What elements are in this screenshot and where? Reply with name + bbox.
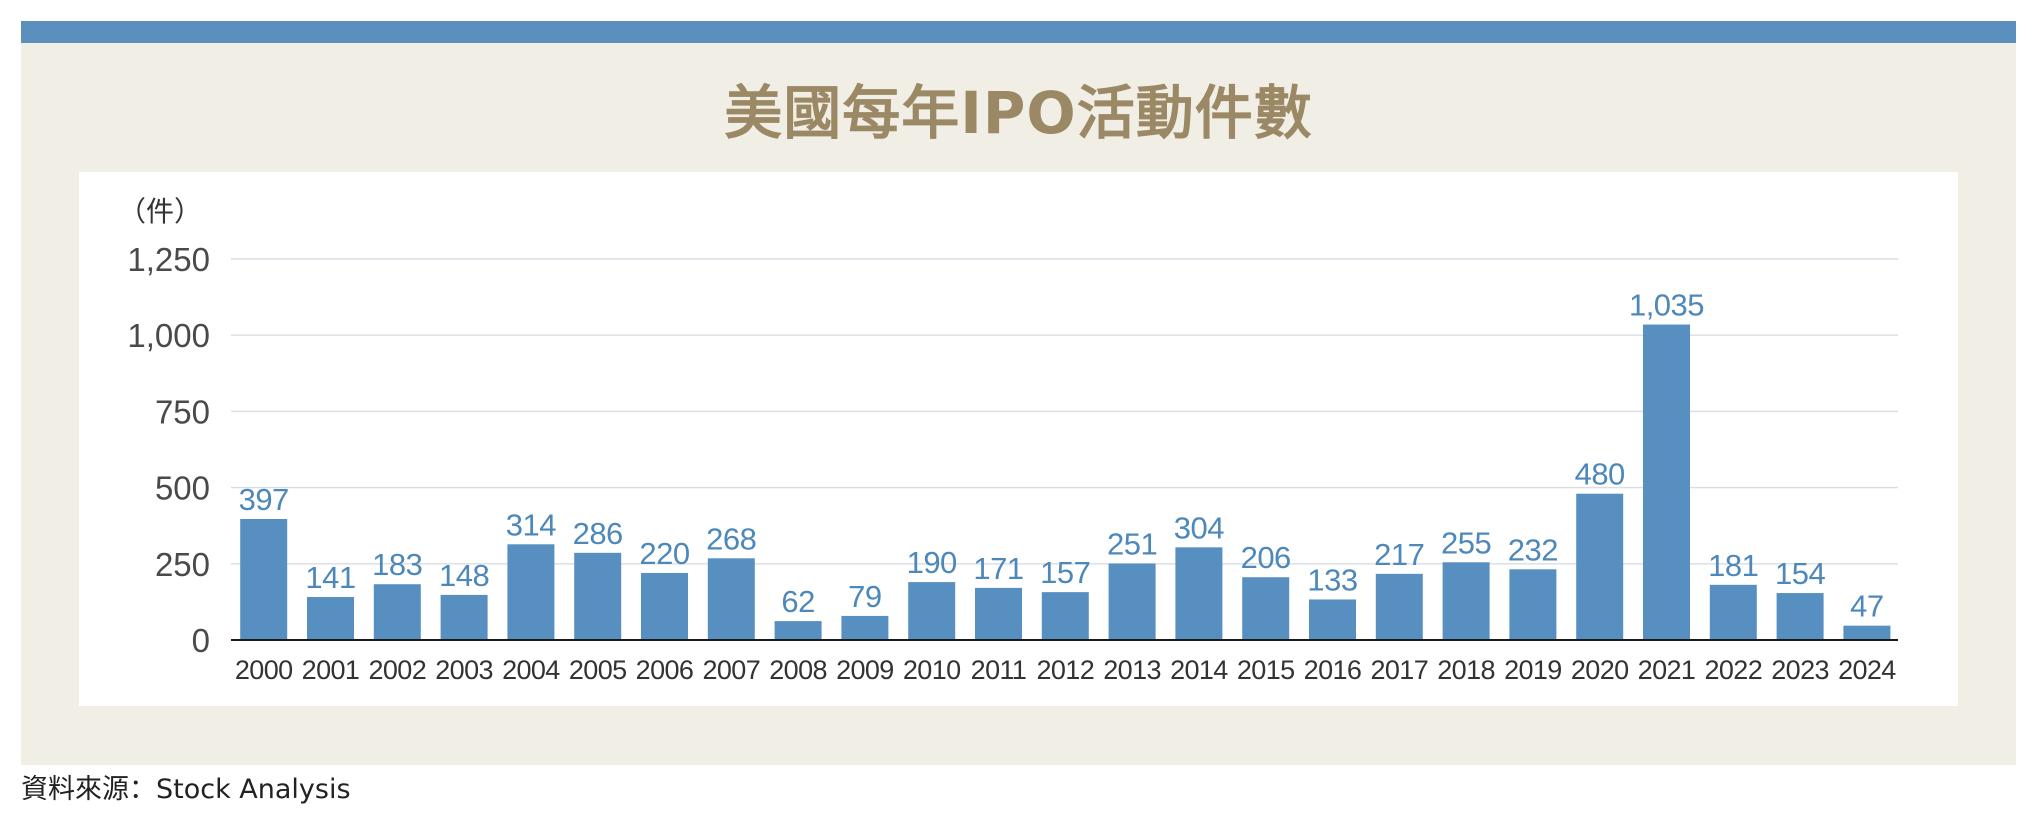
data-label-2024: 47 [1850,589,1883,624]
bar-2020 [1576,493,1624,640]
x-tick-label-2019: 2019 [1504,655,1562,685]
x-tick-label-2003: 2003 [435,655,493,685]
y-tick-label-0: 0 [192,622,210,659]
bar-2022 [1709,584,1757,640]
x-tick-label-2010: 2010 [903,655,961,685]
data-label-2022: 181 [1708,548,1758,583]
x-tick-label-2009: 2009 [836,655,894,685]
chart-title: 美國每年IPO活動件數 [724,79,1313,147]
data-label-2008: 62 [781,584,814,619]
data-label-2000: 397 [239,482,289,517]
bar-2024 [1843,625,1891,640]
bar-2007 [707,558,755,640]
top-accent-bar [21,21,2016,43]
bar-2003 [440,594,488,640]
bar-2013 [1108,563,1156,640]
bar-2001 [307,597,354,640]
y-tick-label-1000: 1,000 [127,317,210,354]
data-label-2017: 217 [1374,537,1424,572]
data-label-2020: 480 [1575,457,1625,492]
data-label-2004: 314 [506,507,556,542]
data-label-2010: 190 [907,545,957,580]
x-tick-label-2001: 2001 [302,655,360,685]
x-tick-label-2024: 2024 [1838,655,1896,685]
x-tick-label-2018: 2018 [1437,655,1495,685]
bar-2014 [1175,547,1223,640]
y-axis-unit-label: （件） [118,195,203,228]
data-label-2011: 171 [973,551,1023,586]
bar-2021 [1643,324,1690,640]
y-tick-label-500: 500 [155,470,210,507]
bar-2005 [574,552,622,640]
bar-2010 [908,582,956,640]
source-note: 資料來源：Stock Analysis [21,774,351,805]
x-tick-label-2023: 2023 [1771,655,1829,685]
data-label-2006: 220 [639,536,689,571]
data-label-2014: 304 [1174,510,1224,545]
bar-2011 [975,587,1022,640]
bar-2019 [1509,569,1557,640]
x-tick-label-2017: 2017 [1370,655,1428,685]
data-label-2003: 148 [439,558,489,593]
bar-2018 [1442,562,1490,640]
bar-2017 [1375,573,1423,640]
x-tick-label-2005: 2005 [569,655,627,685]
bar-2015 [1242,577,1290,640]
data-label-2018: 255 [1441,525,1491,560]
data-label-2012: 157 [1040,555,1090,590]
x-tick-label-2021: 2021 [1638,655,1696,685]
x-tick-label-2013: 2013 [1103,655,1161,685]
x-tick-label-2000: 2000 [235,655,293,685]
data-label-2002: 183 [372,547,422,582]
bar-2023 [1776,593,1824,640]
x-tick-label-2008: 2008 [769,655,827,685]
bar-2006 [641,572,688,640]
x-tick-label-2014: 2014 [1170,655,1228,685]
bar-2002 [373,584,421,640]
data-label-2019: 232 [1508,532,1558,567]
data-label-2005: 286 [573,516,623,551]
bar-2012 [1041,592,1089,640]
x-tick-label-2011: 2011 [971,655,1027,685]
data-label-2015: 206 [1241,540,1291,575]
x-tick-label-2002: 2002 [368,655,426,685]
x-tick-label-2015: 2015 [1237,655,1295,685]
bar-2000 [240,518,288,640]
x-tick-label-2012: 2012 [1036,655,1094,685]
x-tick-label-2006: 2006 [636,655,694,685]
y-tick-label-750: 750 [155,393,210,430]
data-label-2007: 268 [706,521,756,556]
x-tick-label-2016: 2016 [1304,655,1362,685]
bar-2004 [507,544,555,640]
x-tick-label-2020: 2020 [1571,655,1629,685]
data-label-2009: 79 [848,579,881,614]
data-label-2013: 251 [1107,526,1157,561]
bar-2008 [774,621,822,640]
y-tick-label-1250: 1,250 [127,241,210,278]
x-tick-label-2022: 2022 [1704,655,1762,685]
bar-2009 [841,615,889,640]
bar-2016 [1309,599,1356,640]
x-tick-label-2007: 2007 [702,655,760,685]
data-label-2001: 141 [305,560,355,595]
data-label-2023: 154 [1775,556,1825,591]
data-label-2016: 133 [1307,562,1357,597]
data-label-2021: 1,035 [1629,288,1704,323]
y-tick-label-250: 250 [155,546,210,583]
x-tick-label-2004: 2004 [502,655,560,685]
